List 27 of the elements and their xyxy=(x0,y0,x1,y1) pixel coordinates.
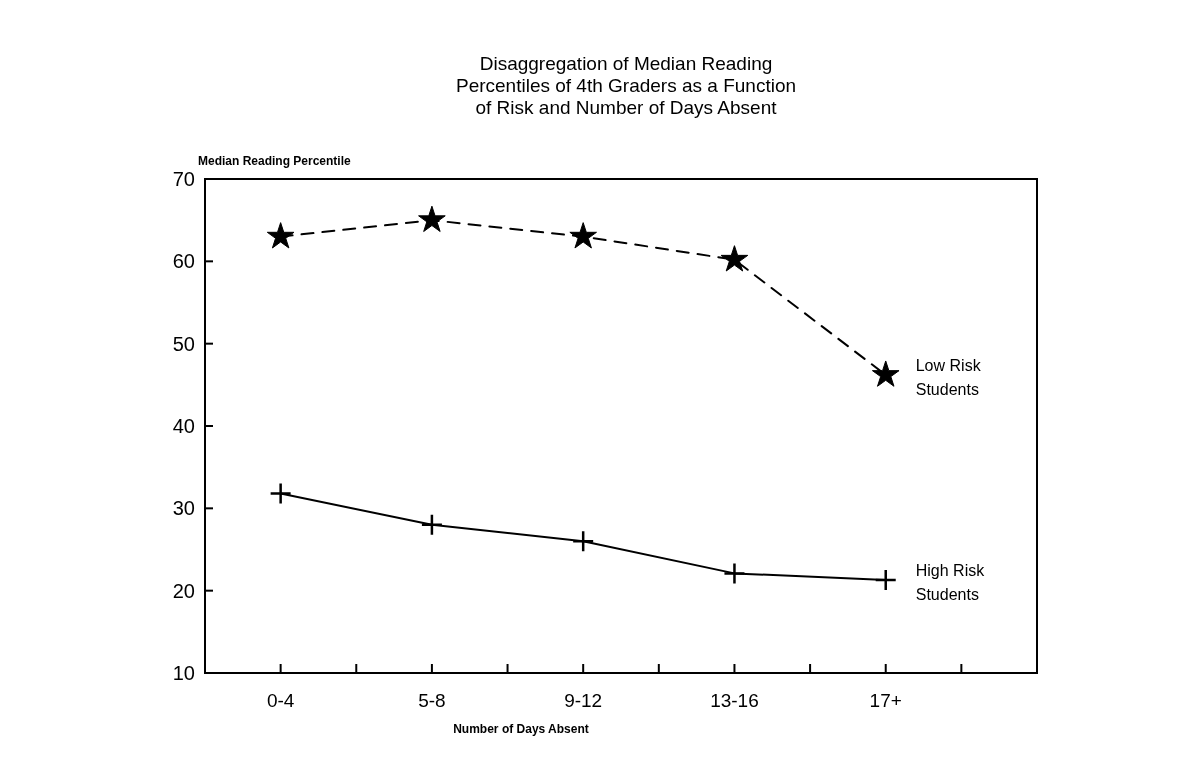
series-label: Low Risk Students xyxy=(915,356,982,398)
series-label: High Risk Students xyxy=(915,561,986,603)
point xyxy=(418,205,446,232)
y-tick-label: 60 xyxy=(172,250,195,273)
x-tick-label: 13-16 xyxy=(710,690,759,711)
y-tick-label: 70 xyxy=(172,168,195,190)
point xyxy=(420,513,444,537)
y-tick-label: 40 xyxy=(172,415,195,437)
x-tick-label: 5-8 xyxy=(418,690,446,711)
point xyxy=(871,360,900,387)
y-axis-title: Median Reading Percentile xyxy=(198,154,352,168)
x-tick-label: 0-4 xyxy=(266,690,295,711)
x-axis-title: Number of Days Absent xyxy=(453,722,589,736)
point xyxy=(874,568,897,592)
point xyxy=(269,482,292,505)
point xyxy=(723,562,746,585)
point xyxy=(571,530,595,553)
y-tick-label: 50 xyxy=(172,332,195,355)
x-tick-label: 17+ xyxy=(869,690,902,711)
x-tick-label: 9-12 xyxy=(564,690,603,711)
point xyxy=(720,245,749,272)
y-tick-label: 10 xyxy=(172,662,195,684)
point xyxy=(569,222,597,249)
chart-title: Disaggregation of Median Reading Percentiles of 4th Graders as a Function of Risk and Number of Days Absent xyxy=(455,53,797,118)
y-tick-label: 20 xyxy=(172,579,195,602)
point xyxy=(266,222,295,249)
y-tick-label: 30 xyxy=(172,497,195,520)
